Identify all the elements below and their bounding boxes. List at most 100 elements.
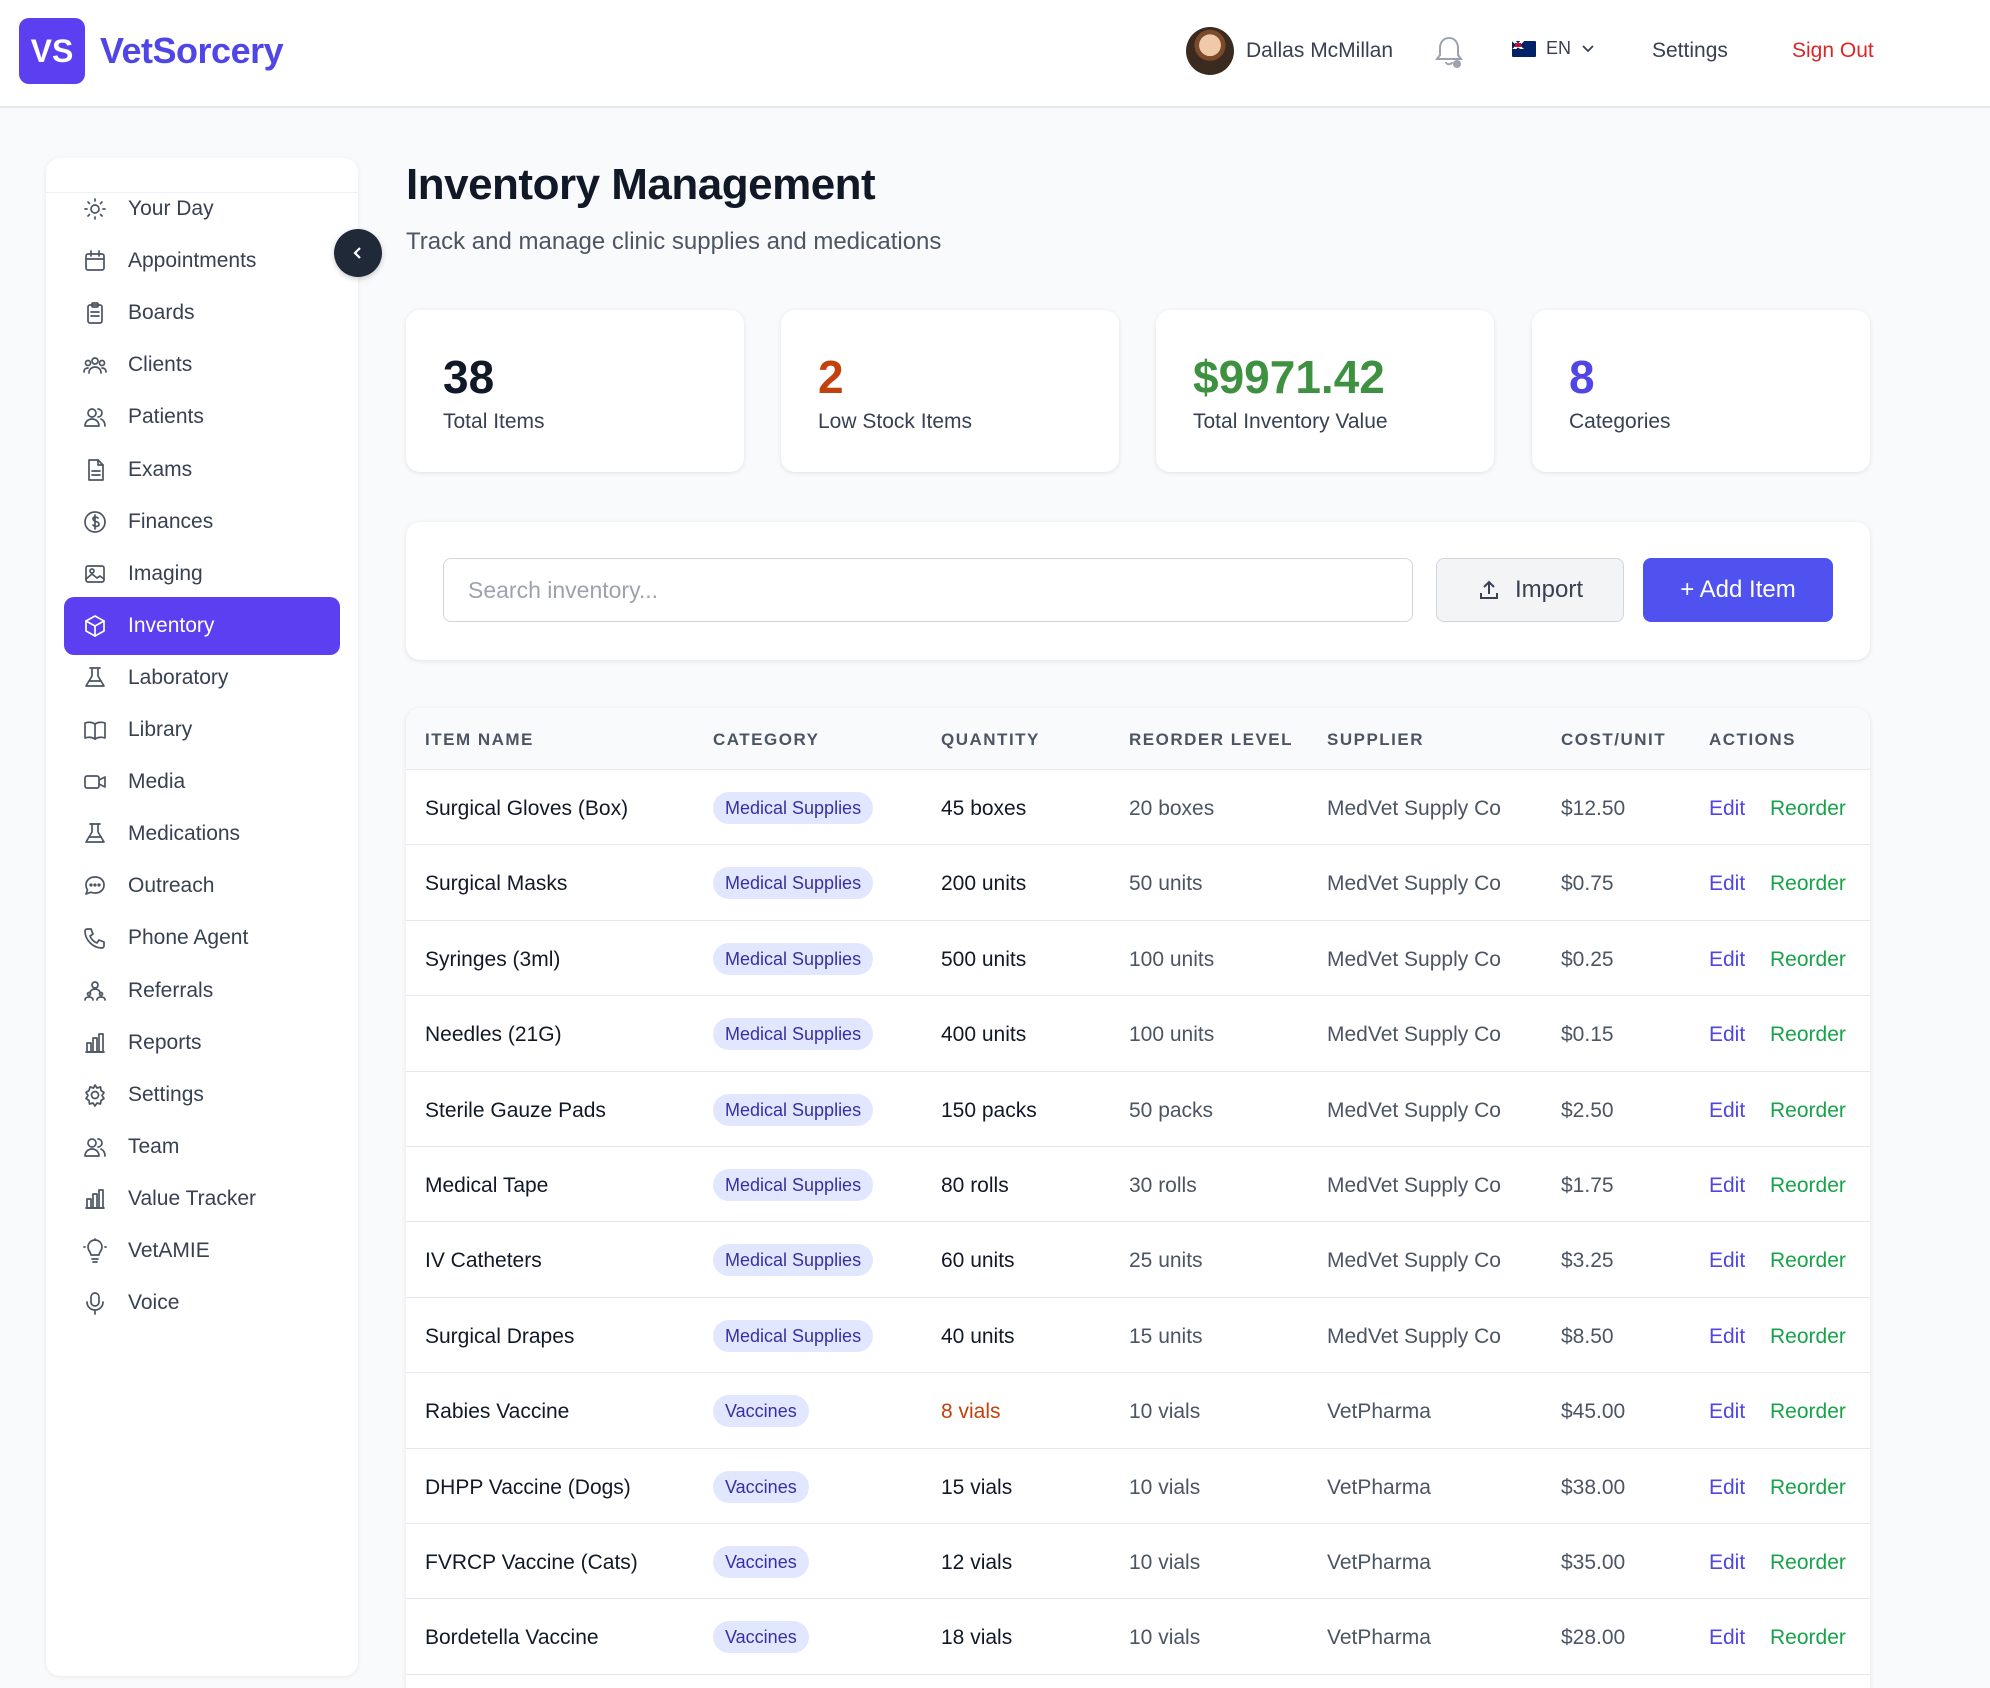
- stat-label: Categories: [1569, 410, 1671, 433]
- cell-reorder-level: 10 vials: [1129, 1551, 1201, 1574]
- collapse-sidebar-button[interactable]: [334, 229, 382, 277]
- cell-reorder-level: 50 packs: [1129, 1098, 1214, 1122]
- user-name[interactable]: Dallas McMillan: [1246, 39, 1394, 62]
- category-badge: Medical Supplies: [713, 1319, 874, 1352]
- stat-label: Low Stock Items: [818, 410, 973, 433]
- category-badge: Vaccines: [713, 1546, 809, 1578]
- edit-link[interactable]: Edit: [1709, 797, 1746, 820]
- team-icon: [82, 1134, 108, 1160]
- stat-card-low-stock: 2 Low Stock Items: [781, 310, 1119, 472]
- bell-icon[interactable]: [1434, 34, 1464, 70]
- reorder-link[interactable]: Reorder: [1770, 797, 1846, 820]
- sun-icon: [82, 196, 108, 222]
- search-input[interactable]: [443, 558, 1413, 622]
- sidebar-item-label: Medications: [128, 822, 241, 846]
- header-settings-link[interactable]: Settings: [1652, 39, 1728, 62]
- column-header-category[interactable]: CATEGORY: [713, 730, 820, 749]
- sidebar-item-inventory[interactable]: Inventory: [64, 596, 340, 655]
- column-header-quantity[interactable]: QUANTITY: [941, 730, 1040, 749]
- clipboard-icon: [82, 300, 108, 326]
- edit-link[interactable]: Edit: [1709, 1400, 1746, 1424]
- edit-link[interactable]: Edit: [1709, 1023, 1746, 1047]
- reorder-link[interactable]: Reorder: [1770, 1174, 1846, 1197]
- cell-reorder-level: 50 units: [1129, 872, 1203, 896]
- reorder-link[interactable]: Reorder: [1770, 1626, 1846, 1650]
- app-name[interactable]: VetSorcery: [100, 30, 284, 71]
- cell-cost-unit: $1.75: [1561, 1174, 1614, 1197]
- column-header-supplier[interactable]: SUPPLIER: [1327, 730, 1425, 749]
- dollar-icon: [82, 509, 108, 535]
- sidebar-item-clients[interactable]: Clients: [64, 336, 340, 394]
- reorder-link[interactable]: Reorder: [1770, 1400, 1846, 1424]
- language-selector[interactable]: EN: [1512, 38, 1595, 59]
- sidebar-item-medications[interactable]: Medications: [64, 805, 340, 863]
- table-header: ITEM NAME CATEGORY QUANTITY REORDER LEVE…: [406, 708, 1870, 770]
- cube-icon: [82, 613, 108, 639]
- sidebar-item-imaging[interactable]: Imaging: [64, 545, 340, 603]
- users-icon: [82, 352, 108, 378]
- sidebar-item-phone-agent[interactable]: Phone Agent: [64, 909, 340, 967]
- edit-link[interactable]: Edit: [1709, 1249, 1746, 1273]
- sidebar-item-referrals[interactable]: Referrals: [64, 962, 340, 1020]
- stat-label: Total Inventory Value: [1193, 410, 1388, 433]
- sidebar-item-reports[interactable]: Reports: [64, 1014, 340, 1072]
- sidebar-item-team[interactable]: Team: [64, 1118, 340, 1176]
- column-header-item-name[interactable]: ITEM NAME: [425, 730, 534, 749]
- sidebar-item-vetamie[interactable]: VetAMIE: [64, 1222, 340, 1280]
- sidebar-item-patients[interactable]: Patients: [64, 388, 340, 446]
- reorder-link[interactable]: Reorder: [1770, 1475, 1846, 1499]
- reorder-link[interactable]: Reorder: [1770, 1551, 1846, 1574]
- reorder-link[interactable]: Reorder: [1770, 1249, 1846, 1273]
- logo-badge[interactable]: VS: [19, 18, 85, 84]
- edit-link[interactable]: Edit: [1709, 1098, 1746, 1122]
- sidebar-item-voice[interactable]: Voice: [64, 1274, 340, 1332]
- cell-quantity: 150 packs: [941, 1098, 1037, 1122]
- edit-link[interactable]: Edit: [1709, 872, 1746, 896]
- sidebar-item-appointments[interactable]: Appointments: [64, 232, 340, 290]
- cell-quantity: 8 vials: [941, 1400, 1001, 1424]
- sidebar-item-value-tracker[interactable]: Value Tracker: [64, 1170, 340, 1228]
- cell-quantity: 500 units: [941, 947, 1027, 971]
- column-header-cost-unit[interactable]: COST/UNIT: [1561, 730, 1667, 749]
- sidebar-item-media[interactable]: Media: [64, 753, 340, 811]
- import-button[interactable]: Import: [1436, 558, 1624, 622]
- flag-icon: [1512, 40, 1536, 57]
- sidebar-item-label: Settings: [128, 1082, 204, 1106]
- sidebar-item-label: Appointments: [128, 249, 257, 273]
- edit-link[interactable]: Edit: [1709, 1475, 1746, 1499]
- reorder-link[interactable]: Reorder: [1770, 1324, 1846, 1348]
- sidebar-item-library[interactable]: Library: [64, 701, 340, 759]
- table-row: Surgical Masks Medical Supplies 200 units 5…: [406, 845, 1870, 921]
- cell-supplier: VetPharma: [1327, 1400, 1431, 1424]
- table-row: Needles (21G) Medical Supplies 400 units 10…: [406, 996, 1870, 1072]
- sidebar-item-laboratory[interactable]: Laboratory: [64, 649, 340, 707]
- sign-out-link[interactable]: Sign Out: [1792, 39, 1874, 62]
- sidebar-item-finances[interactable]: Finances: [64, 493, 340, 551]
- edit-link[interactable]: Edit: [1709, 1551, 1746, 1574]
- add-item-button[interactable]: + Add Item: [1643, 558, 1833, 622]
- sidebar-item-outreach[interactable]: Outreach: [64, 857, 340, 915]
- beaker-icon: [82, 665, 108, 691]
- edit-link[interactable]: Edit: [1709, 947, 1746, 971]
- column-header-reorder-level[interactable]: REORDER LEVEL: [1129, 730, 1294, 749]
- reorder-link[interactable]: Reorder: [1770, 1098, 1846, 1122]
- cell-supplier: MedVet Supply Co: [1327, 872, 1501, 896]
- cell-supplier: MedVet Supply Co: [1327, 1023, 1501, 1047]
- reorder-link[interactable]: Reorder: [1770, 947, 1846, 971]
- edit-link[interactable]: Edit: [1709, 1174, 1746, 1197]
- sidebar-item-boards[interactable]: Boards: [64, 284, 340, 342]
- sidebar-item-label: Media: [128, 770, 186, 794]
- edit-link[interactable]: Edit: [1709, 1626, 1746, 1650]
- avatar[interactable]: [1186, 27, 1234, 75]
- reorder-link[interactable]: Reorder: [1770, 1023, 1846, 1047]
- sidebar-item-label: Laboratory: [128, 665, 229, 689]
- table-row: Sterile Gauze Pads Medical Supplies 150 pa…: [406, 1072, 1870, 1147]
- bar-chart-icon: [82, 1186, 108, 1212]
- edit-link[interactable]: Edit: [1709, 1324, 1746, 1348]
- sidebar-item-your-day[interactable]: Your Day: [64, 180, 340, 238]
- cell-reorder-level: 100 units: [1129, 947, 1215, 971]
- sidebar-item-exams[interactable]: Exams: [64, 441, 340, 499]
- sidebar-item-label: Outreach: [128, 874, 215, 898]
- sidebar-item-settings[interactable]: Settings: [64, 1066, 340, 1124]
- reorder-link[interactable]: Reorder: [1770, 872, 1846, 896]
